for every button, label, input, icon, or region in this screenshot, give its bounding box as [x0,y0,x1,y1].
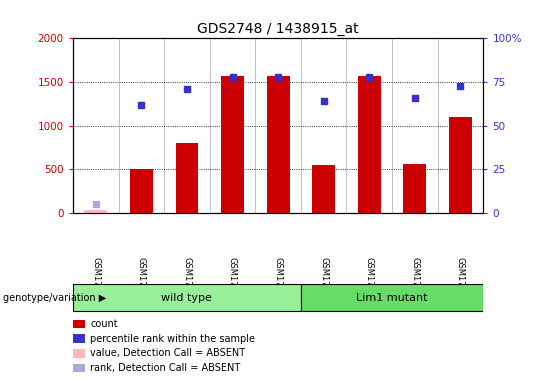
Text: GSM174758: GSM174758 [137,257,146,308]
Bar [403,164,426,213]
Point [228,74,237,80]
Bar [267,76,289,213]
Title: GDS2748 / 1438915_at: GDS2748 / 1438915_at [197,22,359,36]
Text: genotype/variation ▶: genotype/variation ▶ [3,293,106,303]
Text: Lim1 mutant: Lim1 mutant [356,293,428,303]
Text: count: count [90,319,118,329]
Point [365,74,374,80]
Text: GSM174760: GSM174760 [228,257,237,308]
Point [183,86,191,92]
Bar [449,117,472,213]
Text: percentile rank within the sample: percentile rank within the sample [90,334,255,344]
Text: GSM174757: GSM174757 [91,257,100,308]
Bar [130,169,153,213]
Bar [221,76,244,213]
Text: wild type: wild type [161,293,212,303]
Text: rank, Detection Call = ABSENT: rank, Detection Call = ABSENT [90,363,240,373]
Bar [358,76,381,213]
Text: value, Detection Call = ABSENT: value, Detection Call = ABSENT [90,348,245,358]
Bar [176,143,198,213]
Point [91,201,100,207]
Text: GSM174761: GSM174761 [274,257,282,308]
Text: GSM174764: GSM174764 [410,257,420,308]
Point [137,102,146,108]
Point [274,74,282,80]
Point [319,98,328,104]
Point [456,83,465,89]
Text: GSM174891: GSM174891 [456,257,465,308]
Point [410,95,419,101]
Text: GSM174759: GSM174759 [183,257,191,308]
Text: GSM174763: GSM174763 [365,257,374,308]
Bar [84,210,107,213]
Bar [301,284,483,311]
Bar [312,165,335,213]
Text: GSM174762: GSM174762 [319,257,328,308]
Bar [73,284,301,311]
